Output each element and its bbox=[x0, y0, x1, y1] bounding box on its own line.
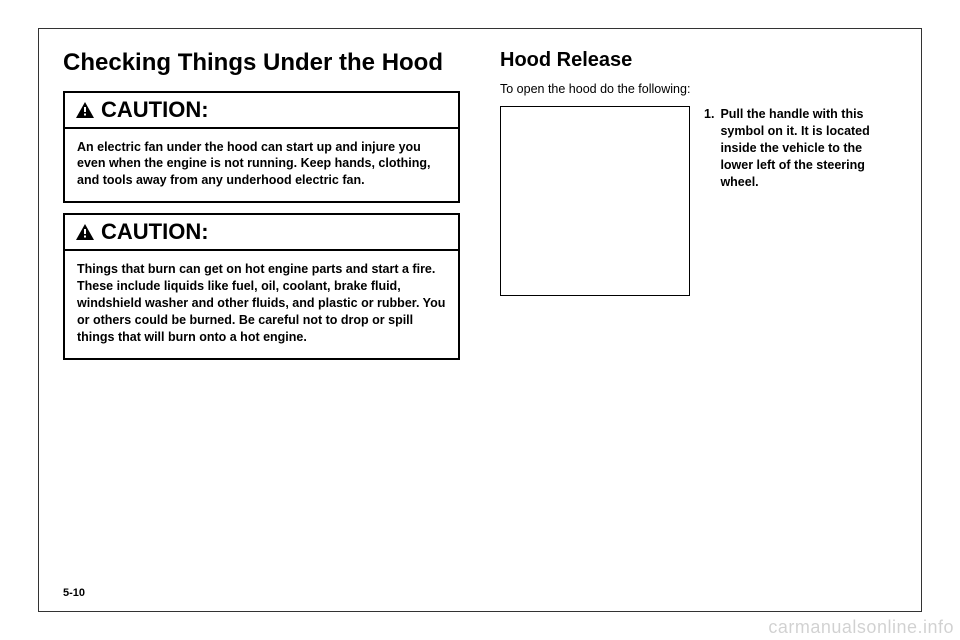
right-column: Hood Release To open the hood do the fol… bbox=[480, 49, 897, 593]
step-1-number: 1. bbox=[704, 106, 714, 190]
watermark-text: carmanualsonline.info bbox=[762, 615, 960, 640]
step-1: 1. Pull the handle with this symbol on i… bbox=[704, 106, 897, 190]
step-1-text: Pull the handle with this symbol on it. … bbox=[720, 106, 897, 190]
caution-body-2: Things that burn can get on hot engine p… bbox=[65, 249, 458, 357]
warning-triangle-icon bbox=[75, 223, 95, 241]
caution-label-1: CAUTION: bbox=[101, 97, 209, 123]
caution-header-2: CAUTION: bbox=[65, 215, 458, 249]
section-title-right: Hood Release bbox=[500, 49, 897, 72]
manual-page: Checking Things Under the Hood CAUTION: … bbox=[38, 28, 922, 612]
step-list: 1. Pull the handle with this symbol on i… bbox=[704, 106, 897, 296]
left-column: Checking Things Under the Hood CAUTION: … bbox=[63, 49, 480, 593]
caution-header-1: CAUTION: bbox=[65, 93, 458, 127]
caution-label-2: CAUTION: bbox=[101, 219, 209, 245]
page-number: 5-10 bbox=[63, 587, 85, 599]
warning-triangle-icon bbox=[75, 101, 95, 119]
hood-intro-text: To open the hood do the following: bbox=[500, 82, 897, 96]
section-title-left: Checking Things Under the Hood bbox=[63, 49, 460, 77]
caution-box-1: CAUTION: An electric fan under the hood … bbox=[63, 91, 460, 204]
caution-box-2: CAUTION: Things that burn can get on hot… bbox=[63, 213, 460, 359]
spacer bbox=[63, 203, 460, 213]
hood-step-row: 1. Pull the handle with this symbol on i… bbox=[500, 106, 897, 296]
caution-body-1: An electric fan under the hood can start… bbox=[65, 127, 458, 202]
hood-symbol-image-placeholder bbox=[500, 106, 690, 296]
